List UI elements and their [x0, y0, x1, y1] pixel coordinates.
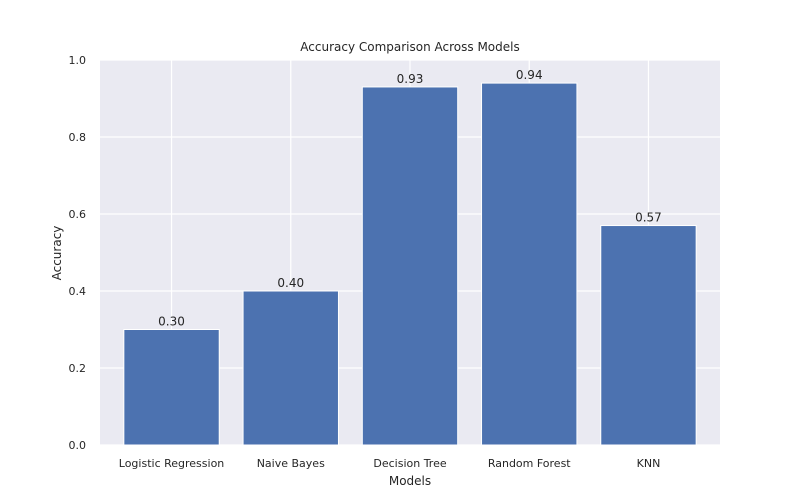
- x-tick-label: Decision Tree: [373, 457, 446, 470]
- data-labels: 0.30 0.40 0.93 0.94 0.57: [158, 68, 662, 328]
- y-axis-label: Accuracy: [50, 226, 64, 281]
- x-axis-ticks: Logistic Regression Naive Bayes Decision T…: [119, 457, 661, 470]
- bar-value-label: 0.57: [635, 211, 662, 225]
- y-tick-label: 1.0: [69, 54, 87, 67]
- y-tick-label: 0.6: [69, 208, 87, 221]
- bar-random-forest: [481, 82, 578, 446]
- y-tick-label: 0.2: [69, 362, 87, 375]
- bar-value-label: 0.40: [277, 276, 304, 290]
- x-axis-label: Models: [389, 474, 431, 488]
- y-tick-label: 0.0: [69, 439, 87, 452]
- x-tick-label: KNN: [637, 457, 661, 470]
- bar-value-label: 0.94: [516, 68, 543, 82]
- bar-value-label: 0.93: [397, 72, 424, 86]
- bar-knn: [600, 225, 697, 446]
- y-tick-label: 0.4: [69, 285, 87, 298]
- chart-title: Accuracy Comparison Across Models: [300, 40, 519, 54]
- y-tick-label: 0.8: [69, 131, 87, 144]
- x-tick-label: Logistic Regression: [119, 457, 225, 470]
- bar-logistic-regression: [123, 329, 220, 446]
- x-tick-label: Random Forest: [488, 457, 571, 470]
- bar-naive-bayes: [242, 290, 339, 446]
- bar-value-label: 0.30: [158, 315, 185, 329]
- y-axis-ticks: 0.0 0.2 0.4 0.6 0.8 1.0: [69, 54, 87, 452]
- bars: [123, 82, 697, 446]
- bar-decision-tree: [361, 86, 459, 446]
- x-tick-label: Naive Bayes: [257, 457, 325, 470]
